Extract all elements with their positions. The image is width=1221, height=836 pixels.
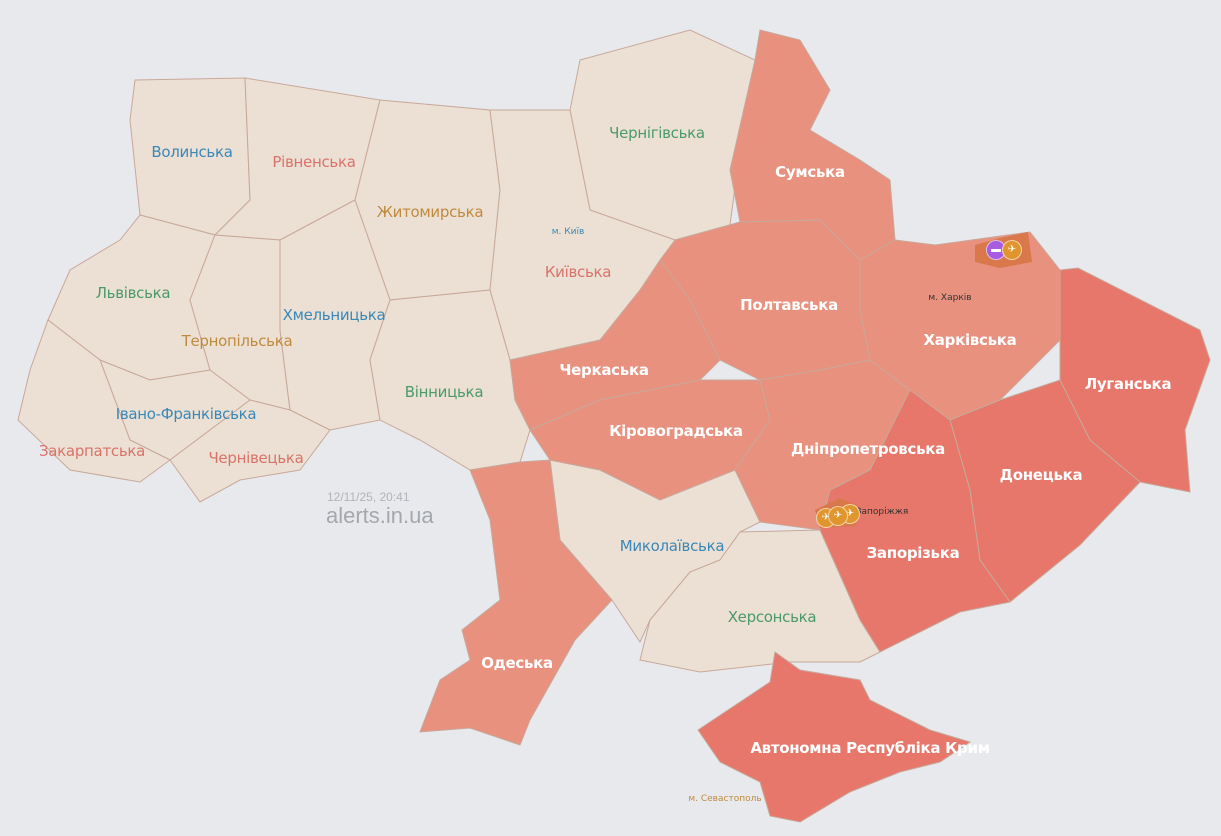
region-label-chernihiv: Чернігівська: [609, 124, 705, 142]
region-label-chernivtsi: Чернівецька: [208, 449, 304, 467]
region-label-donetsk: Донецька: [999, 466, 1083, 484]
region-label-poltava: Полтавська: [740, 296, 838, 314]
region-cherkasy[interactable]: [509, 259, 721, 431]
artillery-icon[interactable]: ✈: [1002, 240, 1022, 260]
region-odesa[interactable]: [419, 459, 613, 746]
region-crimea[interactable]: [697, 651, 972, 823]
region-label-vinnytsia: Вінницька: [404, 383, 484, 401]
region-label-mykolaiv: Миколаївська: [619, 537, 725, 555]
brand-watermark: alerts.in.ua: [326, 503, 434, 528]
region-label-kyiv: Київська: [544, 263, 612, 281]
timestamp: 12/11/25, 20:41: [327, 490, 410, 504]
region-label-kirovohrad: Кіровоградська: [609, 422, 743, 440]
region-label-dnipro: Дніпропетровська: [791, 440, 945, 458]
region-label-zakarpattia: Закарпатська: [38, 442, 146, 460]
region-label-luhansk: Луганська: [1084, 375, 1172, 393]
region-chernivtsi[interactable]: [169, 399, 331, 503]
region-label-ternopil: Тернопільська: [181, 332, 293, 350]
region-label-crimea: Автономна Республіка Крим: [750, 739, 990, 757]
region-label-kharkiv: Харківська: [923, 331, 1017, 349]
region-label-lviv: Львівська: [95, 284, 171, 302]
city-label-kharkiv-city: м. Харків: [928, 293, 972, 303]
region-label-zhytomyr: Житомирська: [376, 203, 484, 221]
region-luhansk[interactable]: [1059, 267, 1211, 493]
city-label-kyiv-city: м. Київ: [551, 227, 585, 237]
city-label-sevastopol-city: м. Севастополь: [688, 794, 762, 804]
region-kharkiv[interactable]: [859, 231, 1061, 421]
region-label-rivne: Рівненська: [272, 153, 356, 171]
region-label-kherson: Херсонська: [727, 608, 817, 626]
region-label-zaporizhzhia: Запорізька: [866, 544, 960, 562]
city-label-zaporizhzhia-city: Запоріжжя: [855, 507, 909, 517]
region-zaporizhzhia[interactable]: [819, 389, 1011, 653]
artillery-icon[interactable]: ✈: [828, 506, 848, 526]
region-zakarpattia[interactable]: [17, 319, 171, 483]
region-label-volyn: Волинська: [151, 143, 233, 161]
region-label-cherkasy: Черкаська: [559, 361, 649, 379]
region-label-odesa: Одеська: [481, 654, 553, 672]
region-label-ivano-frankivsk: Івано-Франківська: [115, 405, 257, 423]
region-label-khmelnytskyi: Хмельницька: [282, 306, 386, 324]
region-label-sumy: Сумська: [775, 163, 845, 181]
